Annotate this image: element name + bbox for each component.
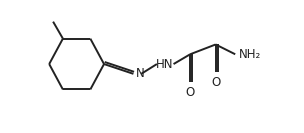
Text: HN: HN	[156, 58, 174, 70]
Text: NH₂: NH₂	[239, 48, 261, 61]
Text: N: N	[136, 67, 145, 80]
Text: O: O	[211, 76, 220, 89]
Text: O: O	[185, 86, 195, 99]
